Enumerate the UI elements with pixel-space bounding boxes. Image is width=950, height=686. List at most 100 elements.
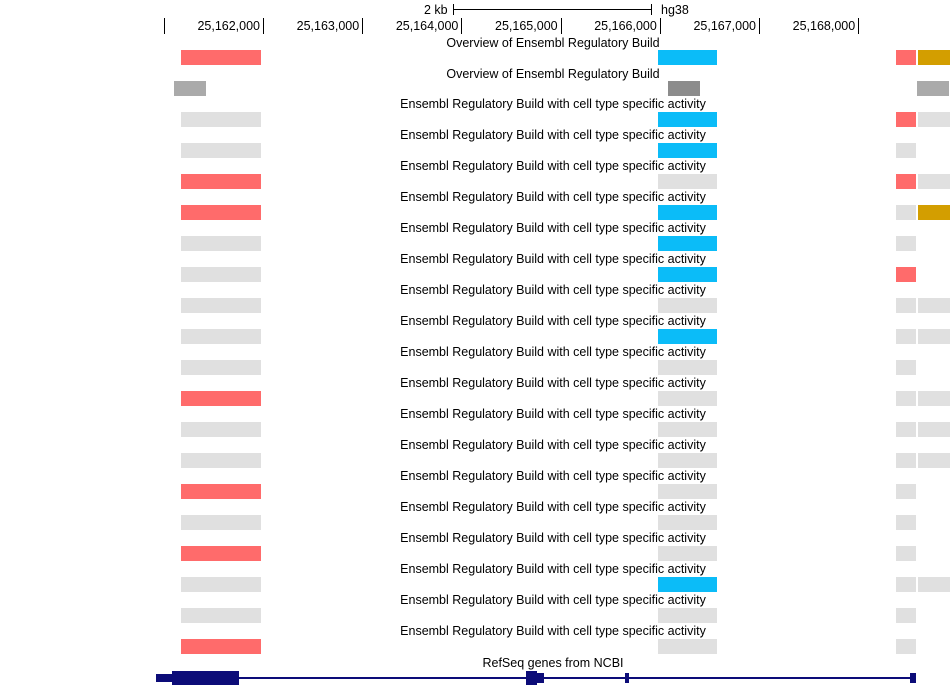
regulatory-feature-grey[interactable] [658, 174, 717, 189]
ruler-tick-label: 25,163,000 [296, 19, 360, 33]
regulatory-feature-grey[interactable] [658, 422, 717, 437]
regulatory-feature-grey[interactable] [918, 112, 950, 127]
regulatory-feature-red[interactable] [181, 50, 261, 65]
regulatory-feature-grey[interactable] [896, 577, 916, 592]
regulatory-feature-blue[interactable] [658, 267, 717, 282]
regulatory-feature-red[interactable] [181, 205, 261, 220]
regulatory-feature-grey[interactable] [896, 205, 916, 220]
regulatory-feature-grey[interactable] [896, 546, 916, 561]
scale-bar [453, 9, 651, 10]
gene-exon [625, 673, 629, 683]
gene-utr [156, 674, 173, 682]
track-label-overview: Overview of Ensembl Regulatory Build [446, 67, 660, 81]
regulatory-feature-blue[interactable] [658, 329, 717, 344]
regulatory-feature-grey[interactable] [896, 453, 916, 468]
ruler-tick-label: 25,168,000 [792, 19, 856, 33]
regulatory-feature-grey[interactable] [896, 143, 916, 158]
track-label-celltype: Ensembl Regulatory Build with cell type … [400, 128, 706, 142]
ruler-tick-label: 25,166,000 [594, 19, 657, 33]
regulatory-feature-red[interactable] [896, 50, 916, 65]
regulatory-feature-grey[interactable] [181, 577, 261, 592]
regulatory-feature-grey[interactable] [896, 484, 916, 499]
track-label-celltype: Ensembl Regulatory Build with cell type … [400, 438, 706, 452]
track-label-celltype: Ensembl Regulatory Build with cell type … [400, 593, 706, 607]
track-label-celltype: Ensembl Regulatory Build with cell type … [400, 624, 706, 638]
regulatory-feature-gold[interactable] [918, 50, 950, 65]
regulatory-feature-grey[interactable] [181, 608, 261, 623]
regulatory-feature-grey[interactable] [181, 298, 261, 313]
track-label-celltype: Ensembl Regulatory Build with cell type … [400, 252, 706, 266]
regulatory-feature-grey[interactable] [658, 608, 717, 623]
track-label-celltype: Ensembl Regulatory Build with cell type … [400, 376, 706, 390]
track-label-celltype: Ensembl Regulatory Build with cell type … [400, 531, 706, 545]
regulatory-feature-red[interactable] [181, 484, 261, 499]
regulatory-feature-grey[interactable] [918, 577, 950, 592]
regulatory-feature-red[interactable] [181, 174, 261, 189]
assembly-label: hg38 [661, 3, 689, 17]
track-label-celltype: Ensembl Regulatory Build with cell type … [400, 221, 706, 235]
regulatory-feature-grey[interactable] [918, 298, 950, 313]
regulatory-feature-blue[interactable] [658, 205, 717, 220]
regulatory-feature-grey[interactable] [918, 422, 950, 437]
track-label-celltype: Ensembl Regulatory Build with cell type … [400, 500, 706, 514]
regulatory-feature-red[interactable] [896, 174, 916, 189]
regulatory-feature-grey[interactable] [181, 236, 261, 251]
track-label-celltype: Ensembl Regulatory Build with cell type … [400, 190, 706, 204]
track-label-celltype: Ensembl Regulatory Build with cell type … [400, 314, 706, 328]
regulatory-feature-grey[interactable] [918, 174, 950, 189]
regulatory-feature-grey[interactable] [658, 546, 717, 561]
regulatory-feature-red[interactable] [181, 546, 261, 561]
regulatory-feature-grey[interactable] [658, 298, 717, 313]
track-label-celltype: Ensembl Regulatory Build with cell type … [400, 407, 706, 421]
track-label-celltype: Ensembl Regulatory Build with cell type … [400, 283, 706, 297]
regulatory-feature-red[interactable] [181, 391, 261, 406]
regulatory-feature-grey[interactable] [181, 453, 261, 468]
ruler-tick [461, 18, 463, 34]
regulatory-feature-grey[interactable] [181, 360, 261, 375]
regulatory-feature-red[interactable] [181, 639, 261, 654]
regulatory-feature-grey[interactable] [896, 236, 916, 251]
regulatory-feature-grey[interactable] [918, 391, 950, 406]
regulatory-feature-grey[interactable] [658, 453, 717, 468]
regulatory-feature-blue[interactable] [658, 236, 717, 251]
regulatory-feature-grey[interactable] [918, 329, 950, 344]
regulatory-feature-blue[interactable] [658, 112, 717, 127]
ruler-tick-label: 25,167,000 [693, 19, 756, 33]
regulatory-feature-grey[interactable] [658, 360, 717, 375]
track-label-celltype: Ensembl Regulatory Build with cell type … [400, 345, 706, 359]
regulatory-feature-grey[interactable] [658, 639, 717, 654]
regulatory-feature-grey[interactable] [181, 267, 261, 282]
regulatory-feature-grey[interactable] [896, 639, 916, 654]
regulatory-feature-grey[interactable] [181, 515, 261, 530]
regulatory-feature-grey[interactable] [181, 422, 261, 437]
regulatory-feature-dark-grey[interactable] [917, 81, 949, 96]
regulatory-feature-blue[interactable] [658, 143, 717, 158]
regulatory-feature-grey[interactable] [896, 391, 916, 406]
regulatory-feature-grey[interactable] [658, 515, 717, 530]
regulatory-feature-grey[interactable] [896, 360, 916, 375]
regulatory-feature-grey[interactable] [181, 329, 261, 344]
regulatory-feature-dark-grey[interactable] [174, 81, 206, 96]
regulatory-feature-blue[interactable] [658, 577, 717, 592]
regulatory-feature-red[interactable] [896, 112, 916, 127]
gene-exon [172, 671, 239, 685]
regulatory-feature-grey[interactable] [896, 329, 916, 344]
regulatory-feature-gold[interactable] [918, 205, 950, 220]
regulatory-feature-dark-grey[interactable] [668, 81, 700, 96]
ruler-tick [362, 18, 364, 34]
regulatory-feature-grey[interactable] [896, 515, 916, 530]
ruler-tick [263, 18, 264, 34]
regulatory-feature-grey[interactable] [896, 422, 916, 437]
regulatory-feature-grey[interactable] [181, 143, 261, 158]
ruler-tick-label: 25,162,000 [197, 19, 260, 33]
regulatory-feature-grey[interactable] [181, 112, 261, 127]
regulatory-feature-grey[interactable] [896, 608, 916, 623]
regulatory-feature-blue[interactable] [658, 50, 717, 65]
scale-bar-right [651, 4, 652, 15]
regulatory-feature-grey[interactable] [658, 391, 717, 406]
regulatory-feature-grey[interactable] [896, 298, 916, 313]
regulatory-feature-red[interactable] [896, 267, 916, 282]
regulatory-feature-grey[interactable] [918, 453, 950, 468]
regulatory-feature-grey[interactable] [658, 484, 717, 499]
ruler-tick-label: 25,165,000 [495, 19, 558, 33]
